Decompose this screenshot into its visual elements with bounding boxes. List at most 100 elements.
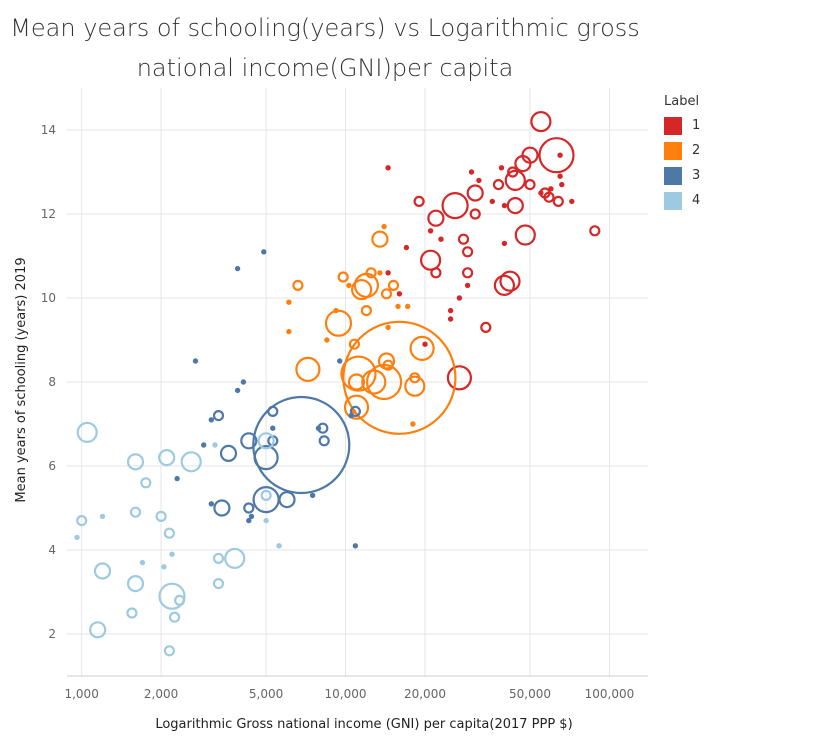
data-point-label-1 — [499, 270, 521, 292]
data-point-label-1 — [524, 179, 536, 191]
data-point-label-4 — [163, 645, 175, 657]
data-point-label-2 — [366, 363, 403, 401]
data-point-label-4 — [158, 582, 186, 610]
y-tick-label: 12 — [41, 207, 56, 221]
data-point-label-3 — [352, 543, 359, 549]
data-point-label-2 — [353, 272, 379, 298]
data-point-label-1 — [493, 274, 515, 296]
data-point-label-2 — [395, 303, 401, 310]
x-tick-label: 100,000 — [585, 687, 635, 701]
data-point-label-1 — [420, 249, 442, 271]
data-point-label-4 — [126, 453, 145, 471]
data-point-label-2 — [381, 223, 387, 230]
data-point-label-1 — [504, 169, 526, 191]
y-tick-label: 8 — [48, 375, 56, 389]
data-point-label-3 — [243, 502, 255, 514]
legend-label: 2 — [692, 143, 701, 158]
data-point-label-4 — [76, 514, 88, 527]
data-point-label-1 — [538, 137, 575, 174]
data-point-label-2 — [286, 328, 292, 335]
data-point-label-4 — [158, 449, 176, 467]
data-point-label-2 — [410, 421, 416, 427]
data-point-label-3 — [252, 395, 351, 495]
x-tick-label: 20,000 — [404, 687, 446, 701]
data-point-label-1 — [506, 197, 524, 215]
data-point-label-3 — [240, 379, 247, 385]
data-point-label-3 — [337, 358, 343, 364]
x-axis-title: Logarithmic Gross national income (GNI) … — [155, 717, 572, 732]
data-point-label-4 — [180, 451, 202, 473]
data-point-label-2 — [377, 270, 383, 276]
data-point-label-3 — [174, 475, 180, 482]
legend-item-4[interactable]: 4 — [664, 188, 700, 213]
data-point-label-1 — [422, 341, 428, 347]
data-point-label-4 — [89, 621, 107, 639]
data-point-label-1 — [514, 224, 536, 246]
data-point-label-1 — [403, 244, 410, 251]
data-point-label-1 — [462, 246, 474, 258]
data-point-label-4 — [263, 517, 269, 524]
data-point-label-2 — [292, 279, 304, 291]
y-tick-label: 6 — [48, 459, 56, 473]
data-point-label-4 — [129, 506, 142, 518]
data-point-label-1 — [538, 190, 544, 196]
data-point-label-1 — [464, 282, 471, 289]
data-point-label-3 — [208, 501, 215, 507]
data-point-label-2 — [347, 373, 366, 391]
y-tick-label: 10 — [41, 291, 56, 305]
data-point-label-4 — [161, 564, 167, 570]
data-point-label-2 — [371, 230, 389, 248]
data-point-label-2 — [360, 305, 372, 317]
data-point-label-4 — [155, 510, 167, 523]
data-point-label-2 — [351, 279, 373, 301]
data-point-label-2 — [343, 394, 370, 420]
data-point-label-1 — [552, 195, 564, 207]
data-point-label-1 — [476, 177, 482, 184]
data-point-label-4 — [99, 513, 106, 520]
data-point-label-4 — [276, 543, 282, 549]
legend-item-3[interactable]: 3 — [664, 163, 700, 188]
data-point-label-2 — [324, 309, 353, 337]
legend: Label 1 2 3 4 — [664, 94, 700, 213]
data-point-label-4 — [212, 442, 218, 448]
legend-item-2[interactable]: 2 — [664, 138, 700, 163]
data-point-label-1 — [466, 184, 484, 202]
data-point-label-4 — [212, 552, 225, 565]
data-point-label-4 — [139, 559, 146, 566]
data-point-label-4 — [76, 421, 98, 443]
legend-swatch — [664, 116, 682, 135]
chart-title: Mean years of schooling(years) vs Logari… — [0, 8, 650, 88]
x-tick-label: 50,000 — [509, 687, 551, 701]
data-point-label-2 — [295, 356, 321, 382]
legend-label: 1 — [692, 118, 701, 133]
data-point-label-1 — [559, 181, 565, 188]
x-tick-label: 10,000 — [325, 687, 367, 701]
data-point-label-1 — [569, 198, 575, 205]
data-point-label-4 — [126, 607, 138, 619]
data-point-label-2 — [404, 375, 426, 397]
data-point-label-2 — [387, 279, 400, 291]
data-point-label-1 — [456, 295, 463, 301]
x-tick-label: 1,000 — [64, 687, 98, 701]
data-point-label-1 — [438, 236, 444, 242]
data-point-label-3 — [348, 412, 354, 419]
data-point-label-1 — [413, 195, 425, 207]
legend-swatch — [664, 166, 682, 185]
data-point-label-4 — [257, 432, 275, 450]
data-point-label-1 — [480, 321, 492, 333]
data-point-label-2 — [340, 355, 377, 392]
data-point-label-4 — [260, 489, 272, 501]
data-point-label-1 — [530, 110, 552, 133]
data-point-label-2 — [365, 267, 377, 279]
data-point-label-1 — [498, 165, 505, 171]
data-point-label-1 — [514, 155, 532, 173]
data-point-label-4 — [174, 594, 186, 607]
x-tick-label: 5,000 — [249, 687, 283, 701]
data-point-label-1 — [469, 208, 481, 220]
legend-label: 4 — [692, 193, 701, 208]
data-point-label-1 — [501, 240, 508, 247]
data-point-label-2 — [342, 320, 457, 435]
data-point-label-1 — [557, 152, 563, 158]
legend-item-1[interactable]: 1 — [664, 113, 700, 138]
data-point-label-3 — [212, 410, 225, 422]
